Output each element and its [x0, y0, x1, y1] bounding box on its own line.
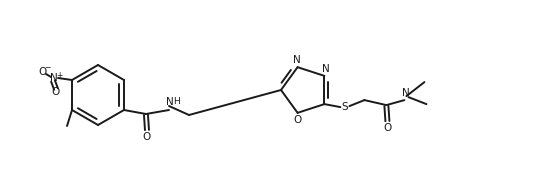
Text: N: N [401, 88, 409, 98]
Text: N: N [166, 97, 174, 107]
Text: O: O [293, 115, 302, 125]
Text: N: N [293, 55, 300, 65]
Text: O: O [143, 132, 151, 142]
Text: N: N [322, 64, 329, 74]
Text: S: S [341, 102, 348, 112]
Text: O: O [38, 67, 46, 77]
Text: H: H [174, 98, 181, 107]
Text: N: N [50, 73, 58, 83]
Text: O: O [51, 87, 59, 97]
Text: O: O [384, 123, 392, 133]
Text: +: + [56, 70, 62, 79]
Text: −: − [44, 64, 50, 72]
